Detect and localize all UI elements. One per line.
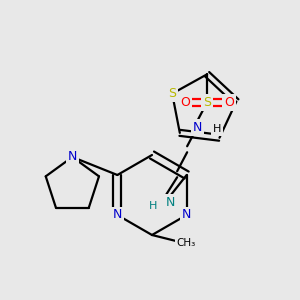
Text: S: S xyxy=(203,96,211,109)
Text: CH₃: CH₃ xyxy=(176,238,196,248)
Text: O: O xyxy=(224,96,234,109)
Text: N: N xyxy=(68,151,77,164)
Text: N: N xyxy=(166,196,175,209)
Text: S: S xyxy=(168,87,176,100)
Text: N: N xyxy=(193,121,202,134)
Text: N: N xyxy=(182,208,191,221)
Text: H: H xyxy=(213,124,221,134)
Text: O: O xyxy=(180,96,190,109)
Text: N: N xyxy=(113,208,122,221)
Text: H: H xyxy=(149,201,157,211)
